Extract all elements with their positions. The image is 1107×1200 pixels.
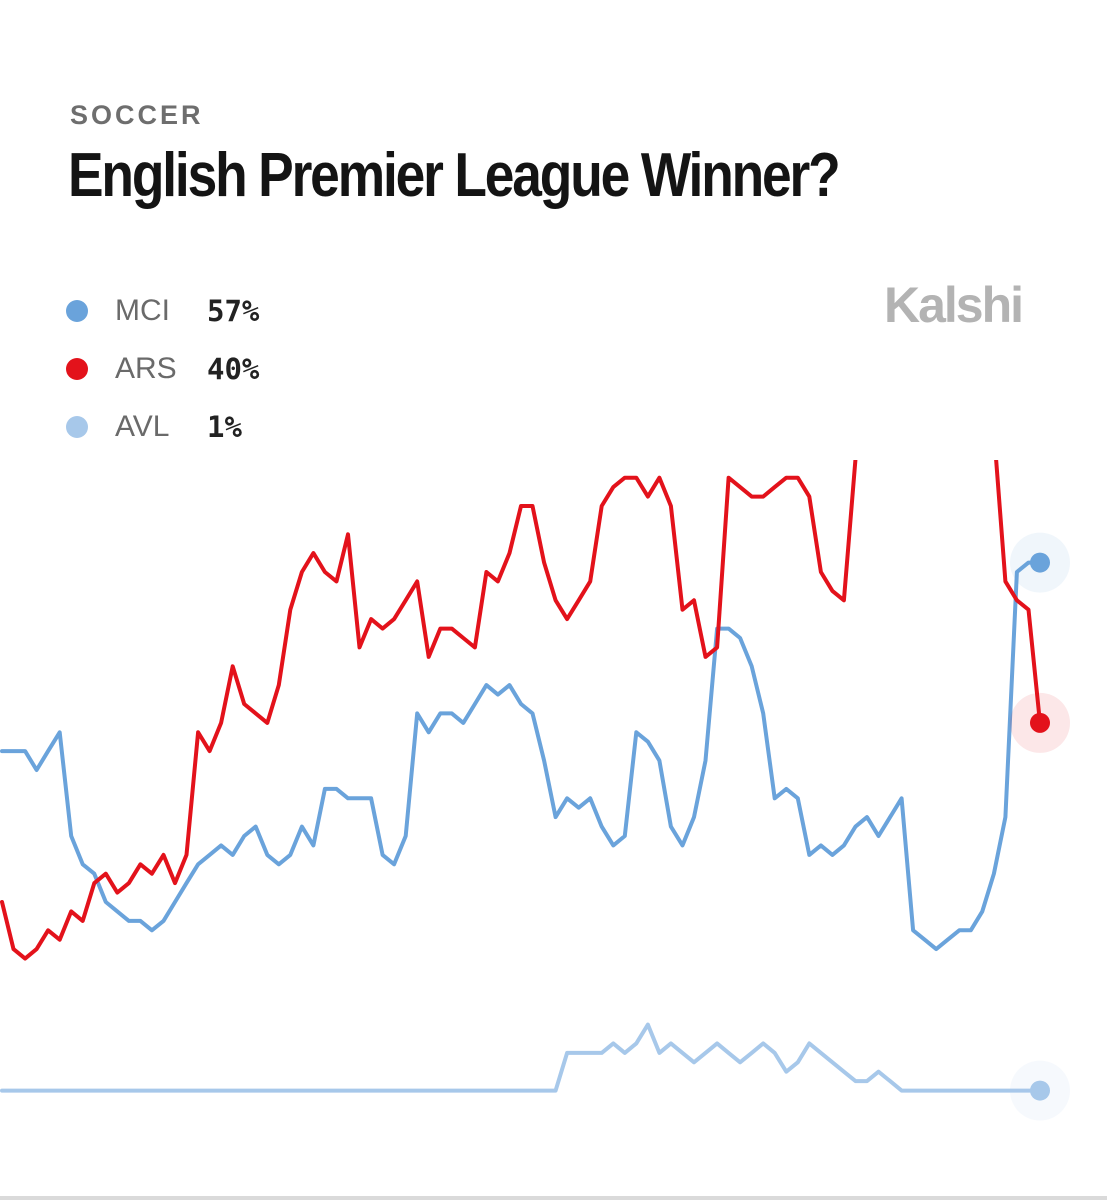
legend-dot-avl [66, 416, 88, 438]
series-line-mci [0, 560, 1042, 952]
series-line-ars [0, 460, 1042, 961]
end-point-mci [1030, 552, 1050, 573]
legend: MCI 57% ARS 40% AVL 1% [66, 282, 259, 456]
legend-label-ars: ARS [115, 352, 177, 385]
line-chart [0, 460, 1070, 1121]
legend-item-ars: ARS 40% [66, 340, 259, 398]
legend-label-mci: MCI [115, 294, 170, 327]
end-point-avl [1030, 1080, 1050, 1101]
legend-item-avl: AVL 1% [66, 398, 259, 456]
bottom-divider [0, 1196, 1107, 1200]
end-point-ars [1030, 712, 1050, 733]
kalshi-logo: Kalshi [884, 277, 1024, 333]
legend-item-mci: MCI 57% [66, 282, 259, 340]
legend-value-avl: 1% [207, 410, 242, 444]
legend-value-ars: 40% [207, 352, 260, 386]
legend-dot-ars [66, 358, 88, 380]
series-line-avl [0, 1022, 1042, 1093]
category-label: SOCCER [70, 100, 204, 130]
chart-title: English Premier League Winner? [68, 141, 841, 210]
legend-value-mci: 57% [207, 294, 260, 328]
legend-label-avl: AVL [115, 410, 170, 443]
legend-dot-mci [66, 300, 88, 322]
